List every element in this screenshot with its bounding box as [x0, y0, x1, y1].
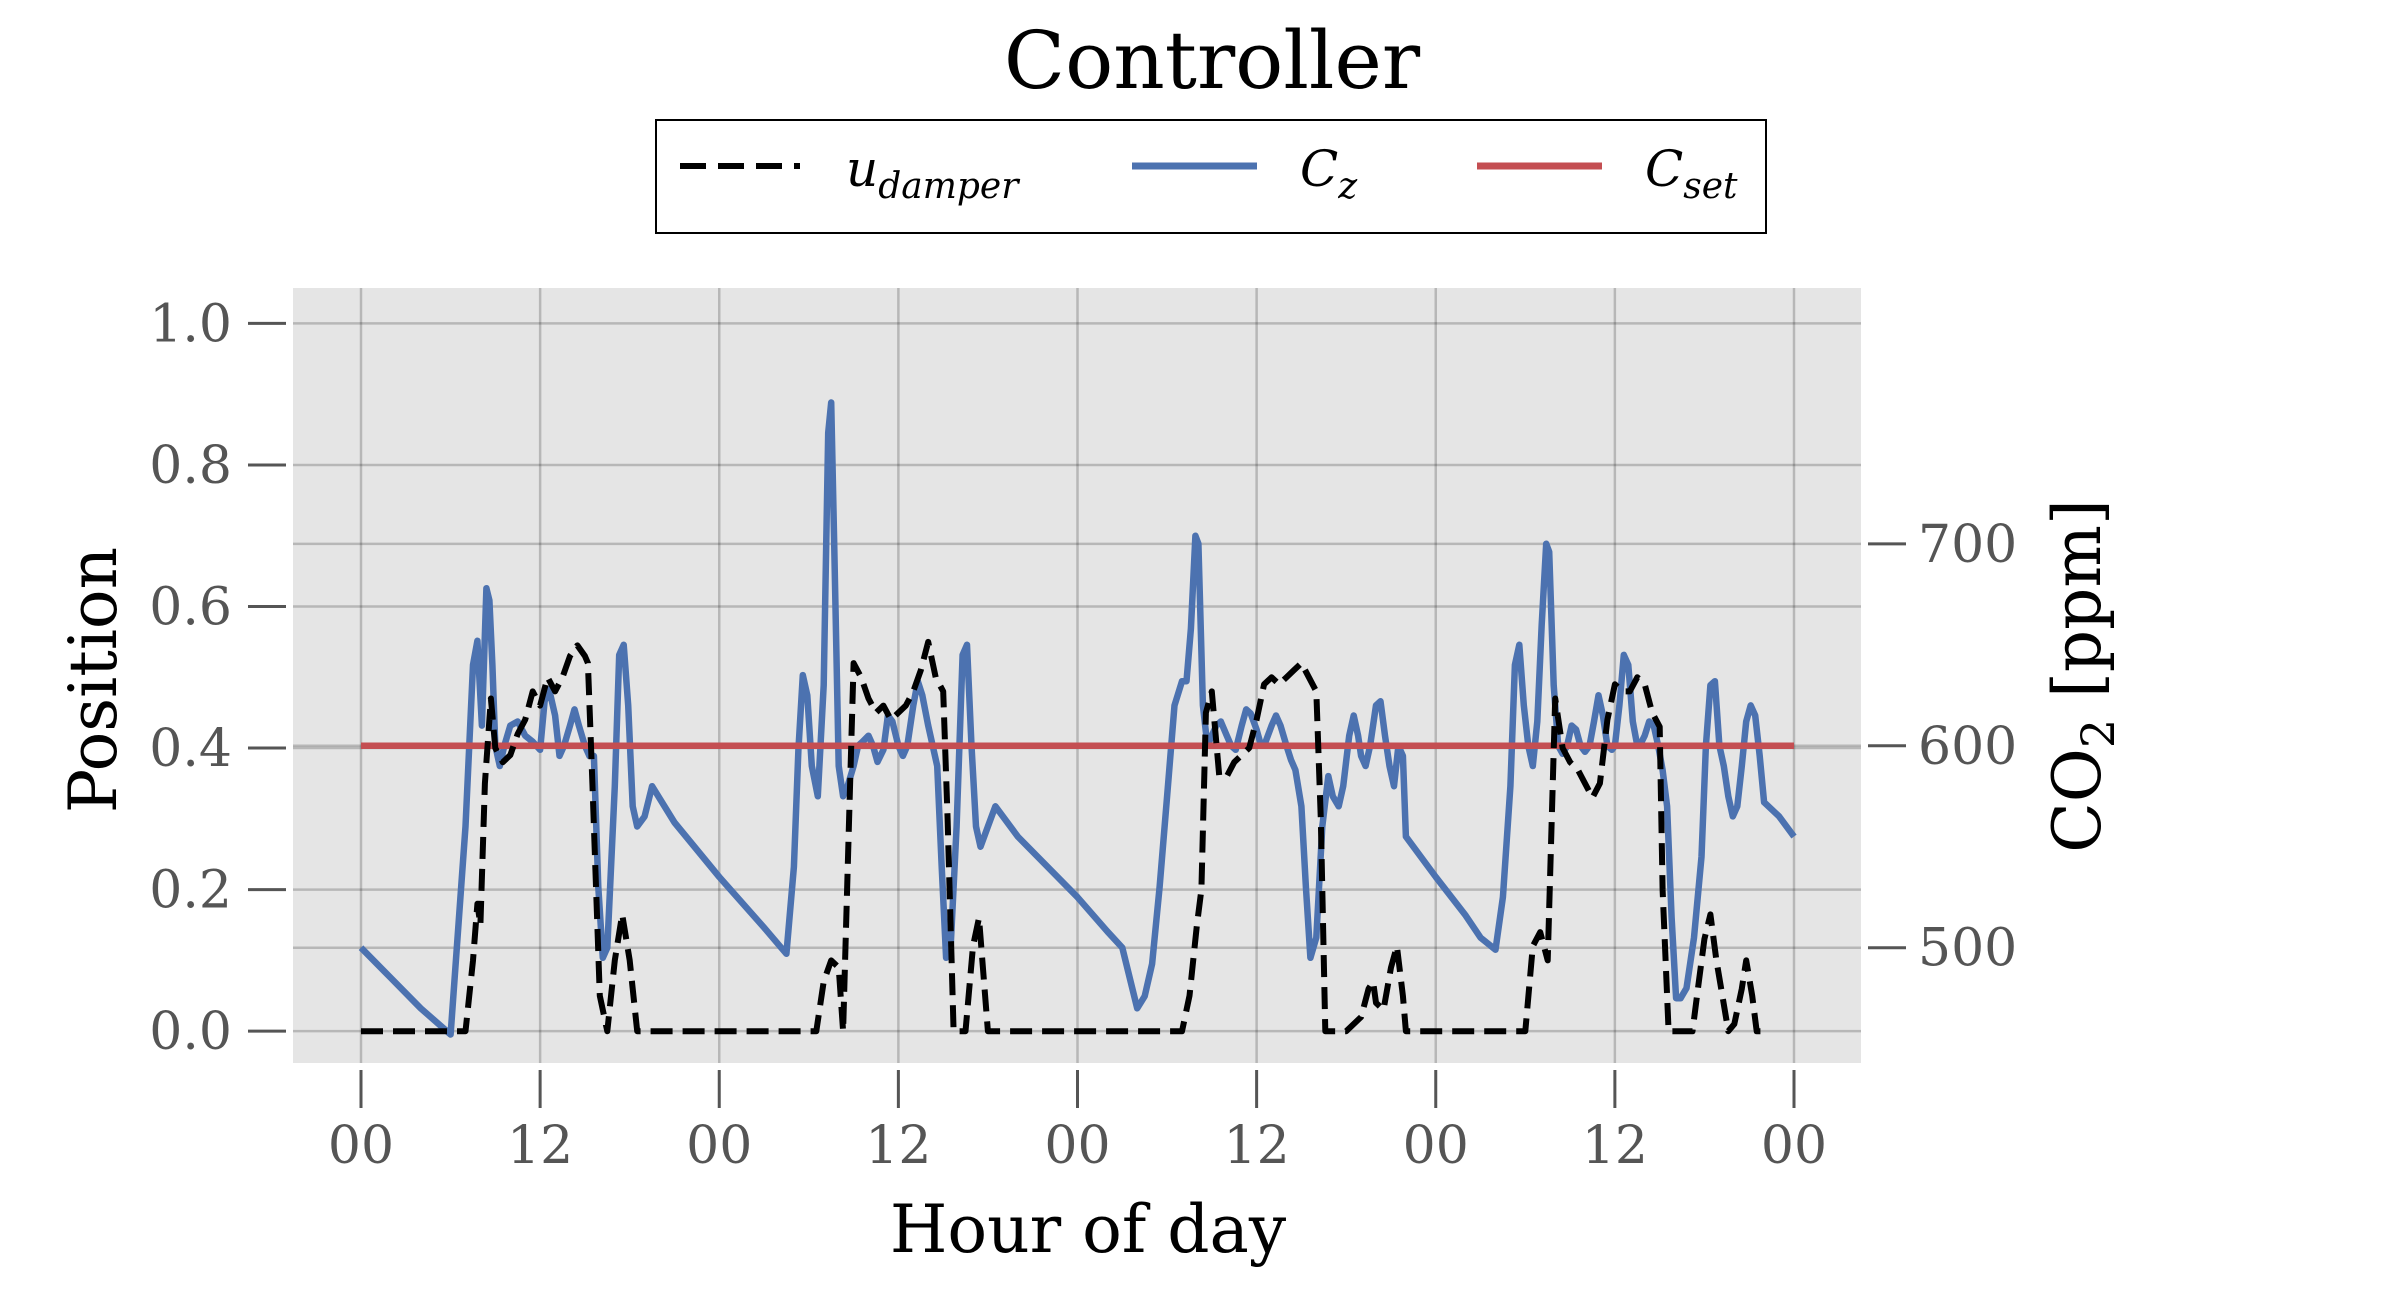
x-tick-label: 12: [1224, 1116, 1290, 1176]
legend-box: [655, 119, 1767, 234]
x-tick-label: 00: [1044, 1116, 1110, 1176]
y-tick-label-left: 0.8: [149, 436, 232, 496]
y-axis-label-left: Position: [55, 547, 132, 813]
x-tick-label: 00: [1761, 1116, 1827, 1176]
legend-label-u-damper: udamper: [846, 140, 1020, 207]
x-axis-label: Hour of day: [890, 1191, 1287, 1268]
x-tick-label: 00: [686, 1116, 752, 1176]
axes: 00 12 00 12 00 12 00 12 00 0.0 0.2 0.4 0.6 0.8 1.0 500 6…: [149, 294, 2017, 1176]
legend-label-c-z: Cz: [1300, 140, 1358, 207]
x-tick-label: 12: [865, 1116, 931, 1176]
y-tick-label-right: 700: [1918, 515, 2017, 575]
y-tick-label-left: 0.2: [149, 861, 232, 921]
y-tick-label-right: 500: [1918, 919, 2017, 979]
series-line-u-damper: [361, 638, 1765, 1035]
series-layer: [358, 399, 1797, 1038]
y-tick-label-left: 1.0: [149, 294, 232, 354]
y-tick-label-right: 600: [1918, 717, 2017, 777]
y-tick-label-left: 0.0: [149, 1002, 232, 1062]
legend-label-c-set: Cset: [1645, 140, 1738, 207]
x-tick-label: 12: [1582, 1116, 1648, 1176]
chart-title: Controller: [1004, 14, 1421, 107]
y-tick-label-left: 0.4: [149, 719, 232, 779]
y-tick-label-left: 0.6: [149, 577, 232, 637]
legend: udamper Cz Cset: [655, 119, 1767, 234]
x-tick-label: 00: [328, 1116, 394, 1176]
plot-area: [293, 288, 1861, 1063]
y-axis-label-right: CO2 [ppm]: [2039, 499, 2125, 852]
x-tick-label: 00: [1403, 1116, 1469, 1176]
x-tick-label: 12: [507, 1116, 573, 1176]
